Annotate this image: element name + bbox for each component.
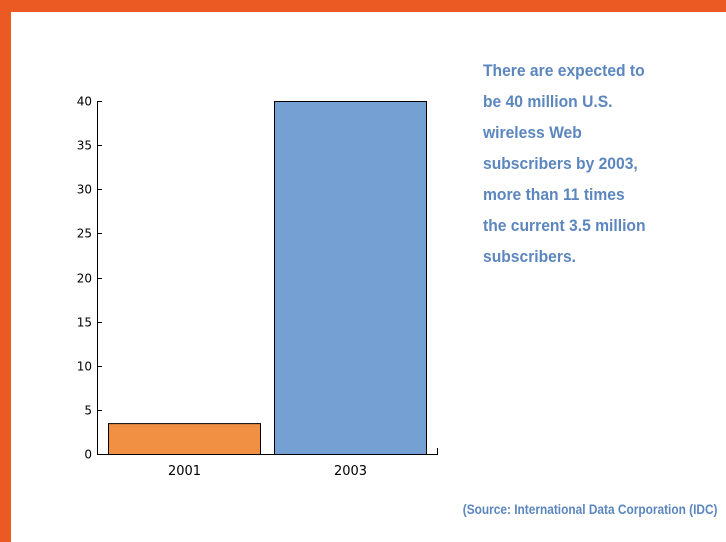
caption-line: wireless Web bbox=[483, 117, 695, 148]
bar-2003 bbox=[275, 102, 427, 455]
y-tick-label: 10 bbox=[77, 360, 92, 374]
y-tick-label: 30 bbox=[77, 183, 92, 197]
caption-line: the current 3.5 million bbox=[483, 210, 695, 241]
caption-line: subscribers. bbox=[483, 241, 695, 272]
source-note: (Source: International Data Corporation … bbox=[463, 502, 718, 517]
caption-line: subscribers by 2003, bbox=[483, 148, 695, 179]
y-tick-label: 25 bbox=[77, 227, 92, 241]
bar-2001 bbox=[109, 424, 261, 455]
y-tick-label: 20 bbox=[77, 272, 92, 286]
y-tick-label: 5 bbox=[84, 404, 92, 418]
y-axis: 0 5 10 15 20 25 30 35 40 bbox=[77, 95, 102, 462]
bars bbox=[109, 102, 427, 455]
y-tick-label: 40 bbox=[77, 95, 92, 109]
y-tick-label: 35 bbox=[77, 139, 92, 153]
chart-caption: There are expected to be 40 million U.S.… bbox=[483, 55, 695, 272]
caption-line: more than 11 times bbox=[483, 179, 695, 210]
caption-line: be 40 million U.S. bbox=[483, 86, 695, 117]
x-tick-label: 2003 bbox=[334, 464, 367, 479]
x-tick-label: 2001 bbox=[168, 464, 201, 479]
y-tick-label: 0 bbox=[84, 448, 92, 462]
caption-line: There are expected to bbox=[483, 55, 695, 86]
y-tick-label: 15 bbox=[77, 316, 92, 330]
